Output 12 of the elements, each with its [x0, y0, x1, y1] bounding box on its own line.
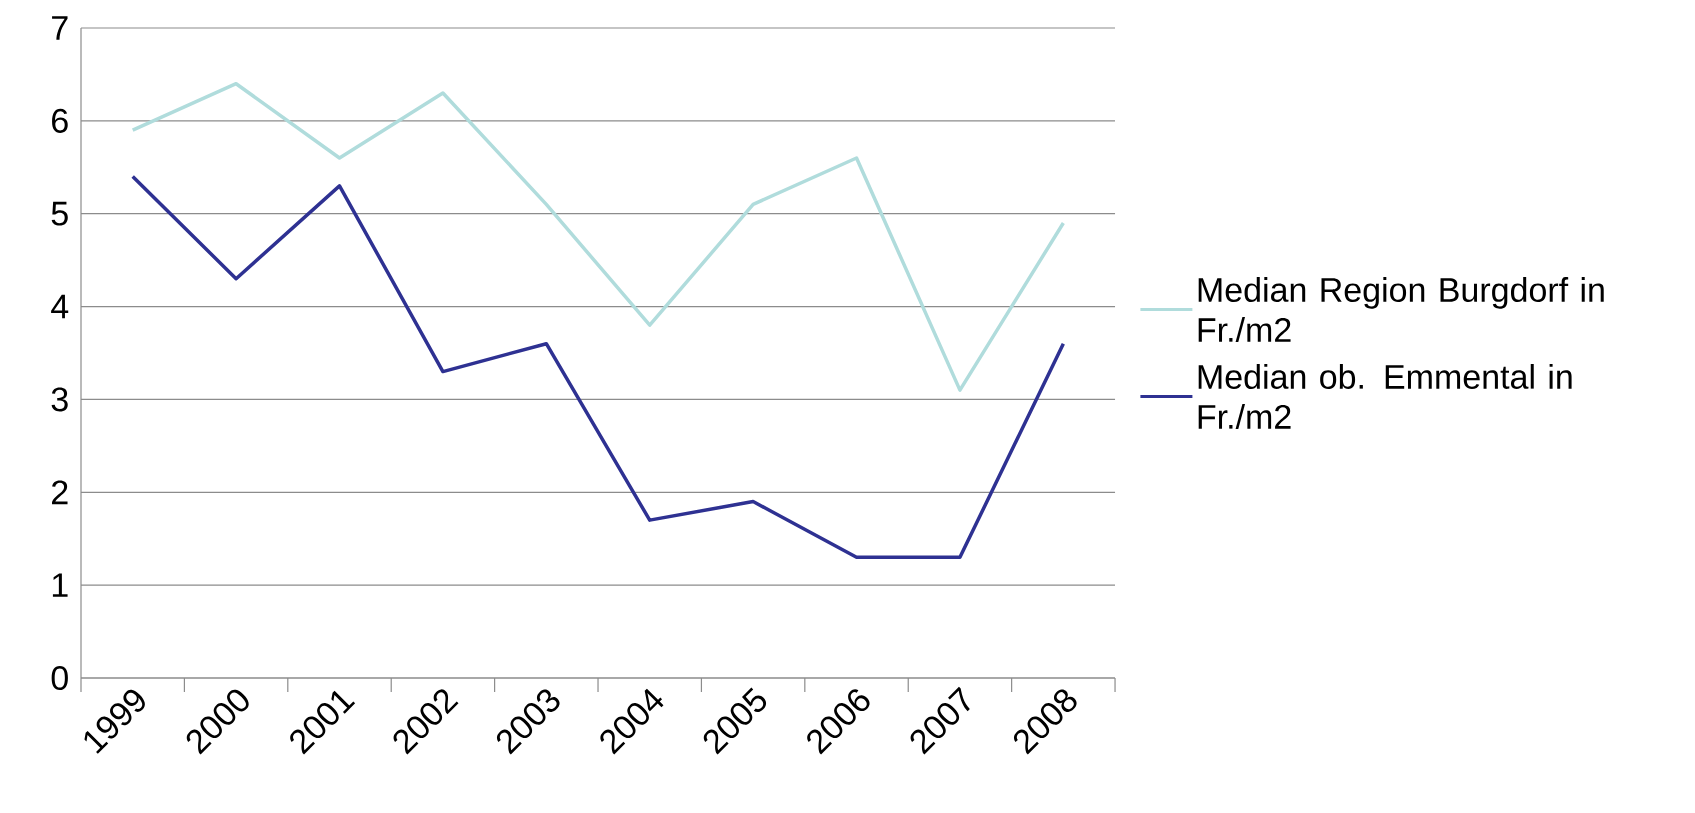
legend-label: Median Region Burgdorf in Fr./m2 [1198, 277, 1604, 342]
y-tick-label: 1 [52, 573, 68, 597]
y-tick-label: 7 [52, 16, 68, 40]
y-tick-label: 5 [51, 201, 68, 226]
y-tick-label: 0 [51, 665, 68, 691]
line-series [130, 174, 1066, 560]
y-tick-label: 3 [51, 387, 68, 412]
legend-label: Median ob. Emmental in Fr./m2 [1198, 363, 1572, 429]
y-tick-label: 4 [51, 294, 69, 319]
y-tick-label: 2 [52, 480, 68, 505]
y-tick-label: 6 [52, 108, 68, 133]
line-series [130, 81, 1066, 392]
